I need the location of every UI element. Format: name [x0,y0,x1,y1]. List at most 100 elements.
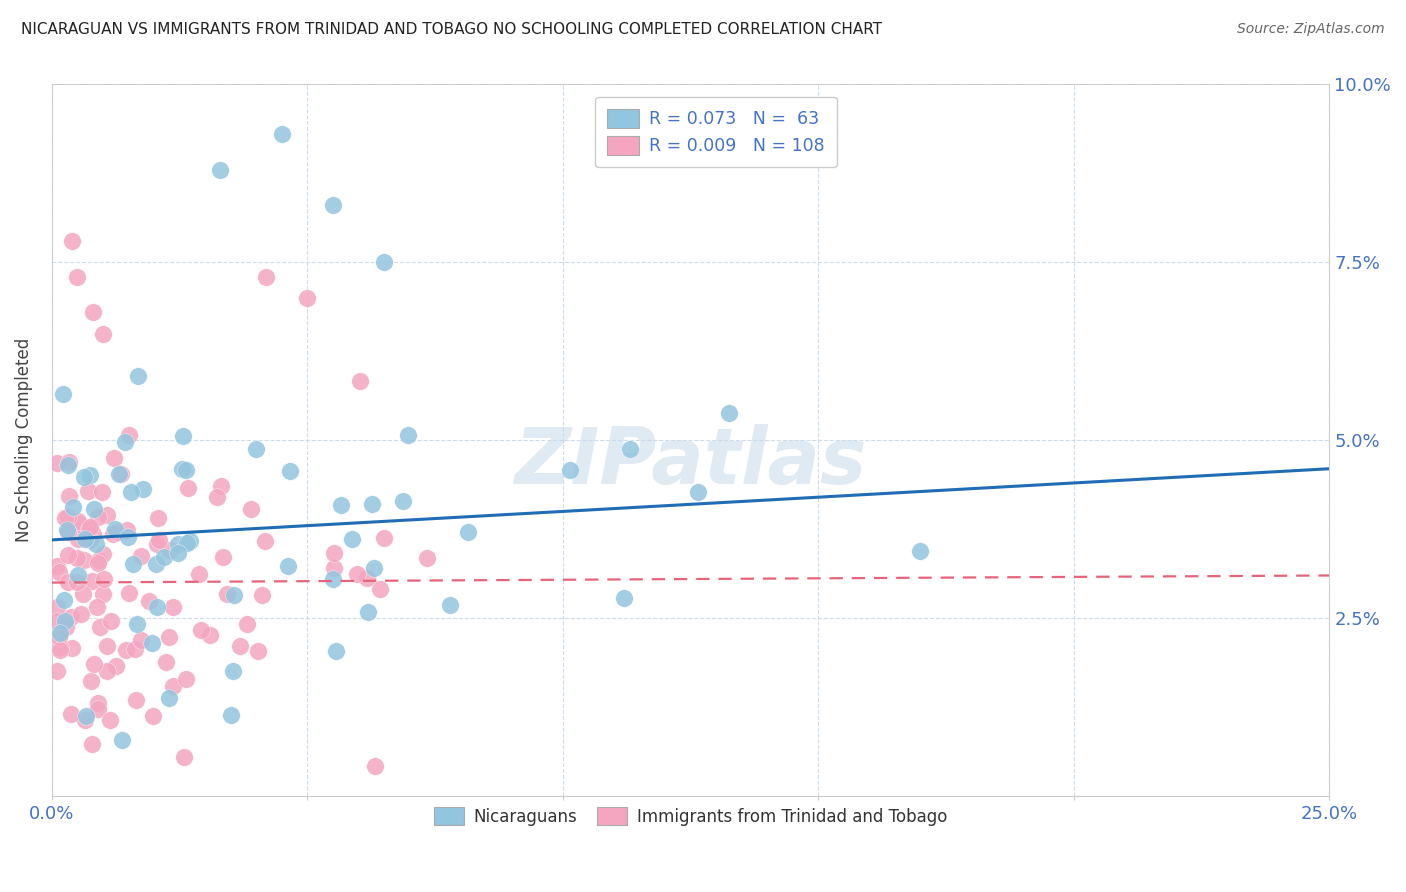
Point [104,522,127,536]
Point [58,455,80,469]
Point [83,657,105,671]
Point [613,591,636,606]
Point [148,533,170,547]
Point [104,658,127,673]
Point [72,587,94,601]
Point [356,570,378,584]
Point [65,575,87,590]
Point [87,553,110,567]
Point [228,639,250,653]
Point [717,406,740,420]
Point [329,498,352,512]
Point [176,463,198,477]
Point [48,640,70,654]
Point [118,427,141,442]
Point [908,543,931,558]
Point [58,489,80,503]
Point [322,572,344,586]
Point [77,483,100,498]
Point [240,502,263,516]
Point [96,639,118,653]
Point [558,463,581,477]
Point [66,514,89,528]
Point [322,560,344,574]
Point [159,543,181,558]
Point [101,526,124,541]
Point [254,269,277,284]
Point [245,442,267,456]
Point [297,291,319,305]
Point [49,626,72,640]
Point [89,619,111,633]
Point [619,442,641,456]
Point [368,582,391,596]
Point [91,484,114,499]
Point [83,502,105,516]
Point [167,537,190,551]
Point [66,551,89,566]
Point [277,559,299,574]
Point [364,759,387,773]
Point [129,633,152,648]
Point [153,550,176,565]
Point [363,561,385,575]
Text: ZIPatlas: ZIPatlas [515,424,866,500]
Point [167,546,190,560]
Point [75,713,97,727]
Point [66,533,89,547]
Point [457,525,479,540]
Point [176,672,198,686]
Point [87,702,110,716]
Point [52,593,75,607]
Point [179,533,201,548]
Point [124,642,146,657]
Point [66,568,89,582]
Point [48,630,70,644]
Point [53,511,76,525]
Text: NICARAGUAN VS IMMIGRANTS FROM TRINIDAD AND TOBAGO NO SCHOOLING COMPLETED CORRELA: NICARAGUAN VS IMMIGRANTS FROM TRINIDAD A… [21,22,882,37]
Point [87,510,110,524]
Point [325,644,347,658]
Point [278,464,301,478]
Point [91,587,114,601]
Point [323,545,346,559]
Point [120,485,142,500]
Point [73,553,96,567]
Point [205,490,228,504]
Point [55,620,77,634]
Point [45,615,67,629]
Point [86,696,108,710]
Point [145,537,167,551]
Point [125,693,148,707]
Point [114,435,136,450]
Point [157,630,180,644]
Point [77,522,100,536]
Point [45,559,67,574]
Point [110,467,132,482]
Point [73,532,96,546]
Point [398,428,420,442]
Point [270,128,292,142]
Point [79,467,101,482]
Point [342,532,364,546]
Point [373,531,395,545]
Point [439,598,461,612]
Point [209,162,232,177]
Point [75,709,97,723]
Point [117,530,139,544]
Point [162,680,184,694]
Point [58,509,80,524]
Point [96,508,118,523]
Point [215,587,238,601]
Point [360,497,382,511]
Point [59,707,82,722]
Point [162,600,184,615]
Point [79,674,101,689]
Point [72,470,94,484]
Point [56,458,79,472]
Point [82,527,104,541]
Point [56,525,79,540]
Point [59,609,82,624]
Point [91,547,114,561]
Point [69,517,91,532]
